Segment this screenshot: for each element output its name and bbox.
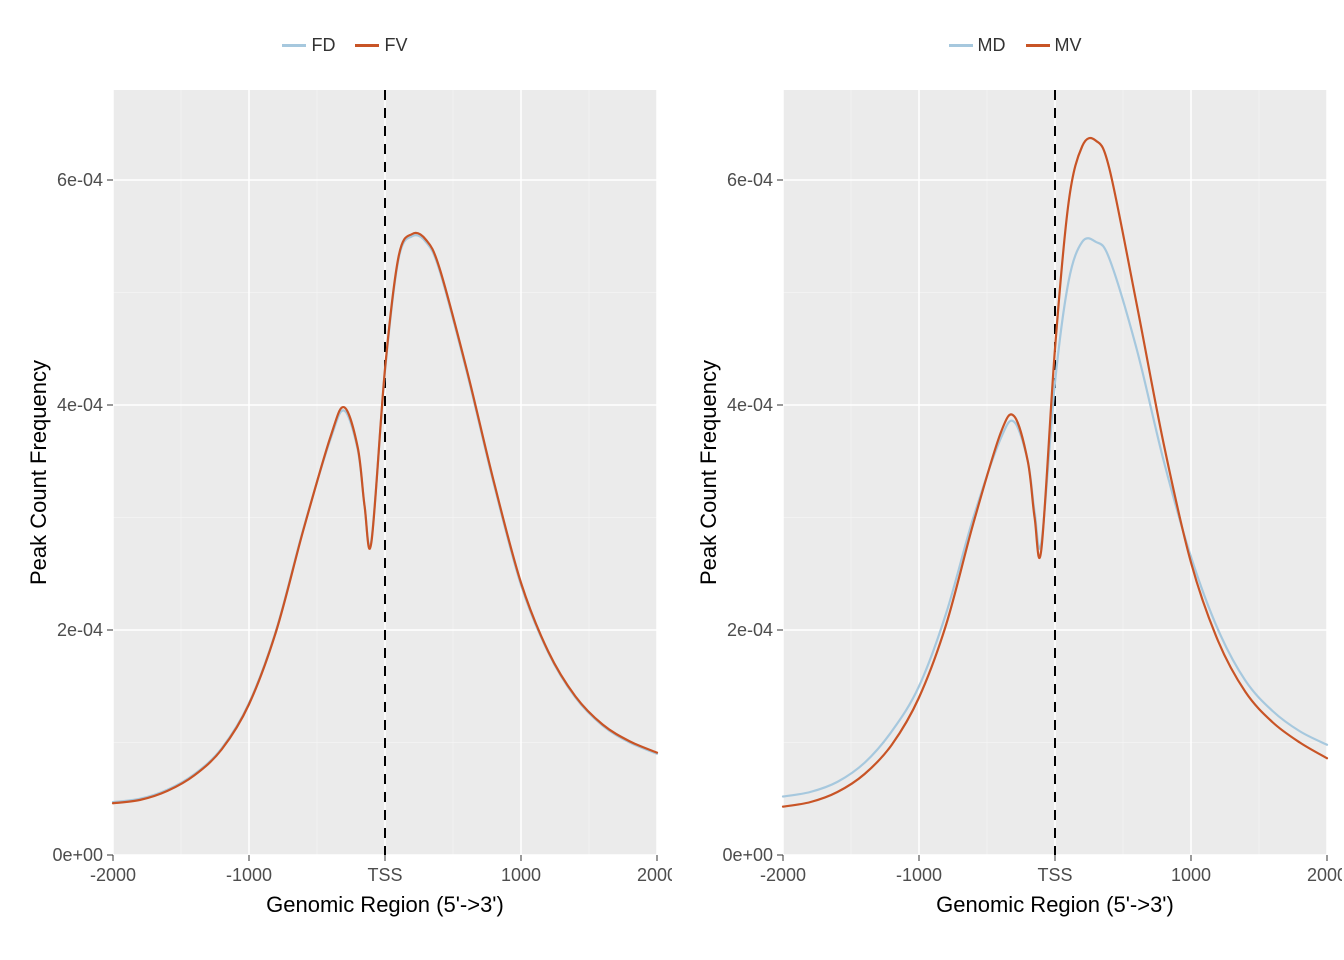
legend-label-md: MD [978,35,1006,56]
legend-label-fv: FV [384,35,407,56]
svg-text:-2000: -2000 [90,865,136,885]
legend-item-md: MD [949,35,1006,56]
svg-text:4e-04: 4e-04 [727,395,773,415]
svg-text:-2000: -2000 [760,865,806,885]
svg-text:-1000: -1000 [226,865,272,885]
legend-label-mv: MV [1055,35,1082,56]
svg-text:0e+00: 0e+00 [52,845,103,865]
legend-swatch-mv [1026,44,1050,47]
svg-text:2000: 2000 [637,865,672,885]
legend-right: MD MV [688,20,1342,70]
svg-text:6e-04: 6e-04 [727,170,773,190]
svg-text:-1000: -1000 [896,865,942,885]
svg-text:Peak Count Frequency: Peak Count Frequency [696,360,721,585]
legend-item-fv: FV [355,35,407,56]
legend-swatch-fd [282,44,306,47]
legend-swatch-fv [355,44,379,47]
svg-text:1000: 1000 [501,865,541,885]
plot-area-left: -2000 -1000 TSS 1000 2000 0e+00 2e-04 4e-04 6e-0… [18,70,672,940]
legend-left: FD FV [18,20,672,70]
plot-area-right: -2000 -1000 TSS 1000 2000 0e+00 2e-04 4e-04 6e-0… [688,70,1342,940]
svg-text:TSS: TSS [367,865,402,885]
svg-text:6e-04: 6e-04 [57,170,103,190]
svg-text:Peak Count Frequency: Peak Count Frequency [26,360,51,585]
plot-svg-right: -2000 -1000 TSS 1000 2000 0e+00 2e-04 4e-04 6e-0… [688,70,1342,930]
svg-text:Genomic Region (5'->3'): Genomic Region (5'->3') [936,892,1174,917]
svg-text:Genomic Region (5'->3'): Genomic Region (5'->3') [266,892,504,917]
svg-text:0e+00: 0e+00 [722,845,773,865]
svg-text:2000: 2000 [1307,865,1342,885]
legend-label-fd: FD [311,35,335,56]
panel-left: FD FV -2000 -1000 TSS 1000 2000 0e+00 2e-04 4e-… [10,20,680,940]
panel-right: MD MV -2000 -1000 TSS 1000 2000 0e+00 2e-04 4e-… [680,20,1344,940]
svg-text:2e-04: 2e-04 [57,620,103,640]
svg-text:1000: 1000 [1171,865,1211,885]
legend-swatch-md [949,44,973,47]
chart-container: FD FV -2000 -1000 TSS 1000 2000 0e+00 2e-04 4e-… [0,0,1344,960]
legend-item-mv: MV [1026,35,1082,56]
legend-item-fd: FD [282,35,335,56]
plot-svg-left: -2000 -1000 TSS 1000 2000 0e+00 2e-04 4e-04 6e-0… [18,70,672,930]
svg-text:2e-04: 2e-04 [727,620,773,640]
svg-text:TSS: TSS [1037,865,1072,885]
svg-text:4e-04: 4e-04 [57,395,103,415]
